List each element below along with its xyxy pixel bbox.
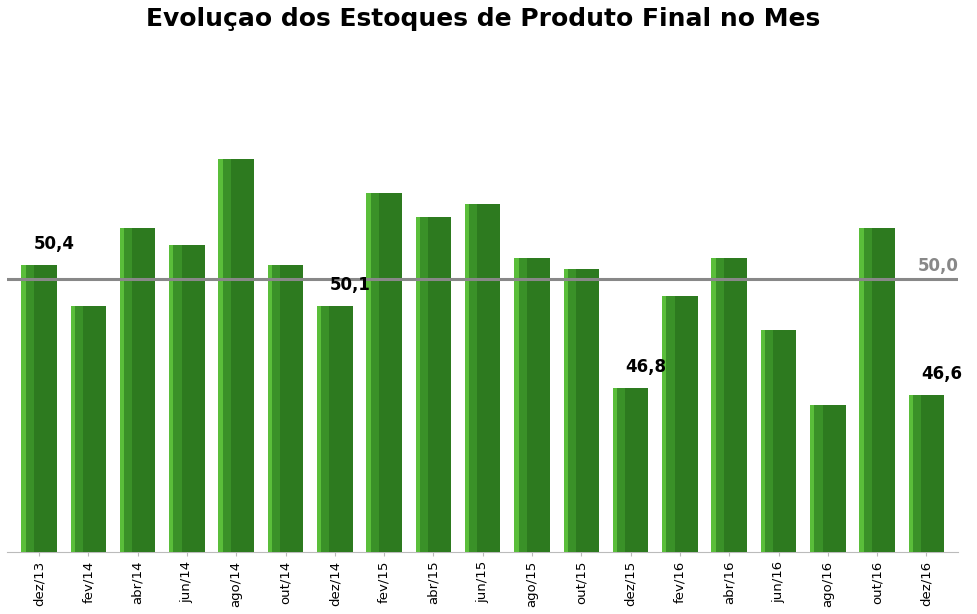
Bar: [366, 193, 402, 552]
Bar: [909, 395, 913, 552]
Bar: [366, 193, 379, 552]
Bar: [70, 306, 106, 552]
Bar: [21, 265, 25, 552]
Bar: [810, 405, 815, 552]
Bar: [219, 159, 254, 552]
Bar: [564, 268, 599, 552]
Bar: [268, 265, 280, 552]
Bar: [415, 217, 451, 552]
Bar: [514, 258, 519, 552]
Bar: [366, 193, 370, 552]
Bar: [70, 306, 75, 552]
Bar: [761, 330, 765, 552]
Bar: [120, 228, 155, 552]
Bar: [318, 306, 329, 552]
Bar: [415, 217, 428, 552]
Text: 50,1: 50,1: [330, 276, 370, 294]
Bar: [761, 330, 773, 552]
Text: 46,6: 46,6: [921, 365, 962, 383]
Bar: [21, 265, 33, 552]
Bar: [613, 388, 625, 552]
Bar: [662, 296, 698, 552]
Text: 46,8: 46,8: [625, 358, 666, 376]
Bar: [860, 228, 864, 552]
Text: 50,4: 50,4: [34, 235, 75, 253]
Bar: [120, 228, 124, 552]
Bar: [318, 306, 321, 552]
Bar: [711, 258, 724, 552]
Bar: [909, 395, 921, 552]
Bar: [613, 388, 649, 552]
Bar: [860, 228, 871, 552]
Bar: [219, 159, 231, 552]
Bar: [318, 306, 353, 552]
Bar: [219, 159, 223, 552]
Bar: [514, 258, 527, 552]
Bar: [810, 405, 823, 552]
Bar: [120, 228, 132, 552]
Bar: [810, 405, 845, 552]
Bar: [860, 228, 895, 552]
Bar: [514, 258, 550, 552]
Bar: [169, 244, 182, 552]
Bar: [415, 217, 420, 552]
Bar: [761, 330, 796, 552]
Bar: [169, 244, 204, 552]
Bar: [711, 258, 716, 552]
Bar: [564, 268, 568, 552]
Bar: [662, 296, 674, 552]
Bar: [662, 296, 666, 552]
Bar: [564, 268, 576, 552]
Bar: [909, 395, 944, 552]
Bar: [711, 258, 747, 552]
Title: Evoluçao dos Estoques de Produto Final no Mes: Evoluçao dos Estoques de Produto Final n…: [146, 7, 820, 31]
Bar: [70, 306, 83, 552]
Bar: [465, 204, 469, 552]
Bar: [613, 388, 617, 552]
Bar: [268, 265, 272, 552]
Bar: [268, 265, 303, 552]
Bar: [21, 265, 57, 552]
Bar: [465, 204, 478, 552]
Bar: [465, 204, 500, 552]
Text: 50,0: 50,0: [917, 257, 958, 274]
Bar: [169, 244, 173, 552]
